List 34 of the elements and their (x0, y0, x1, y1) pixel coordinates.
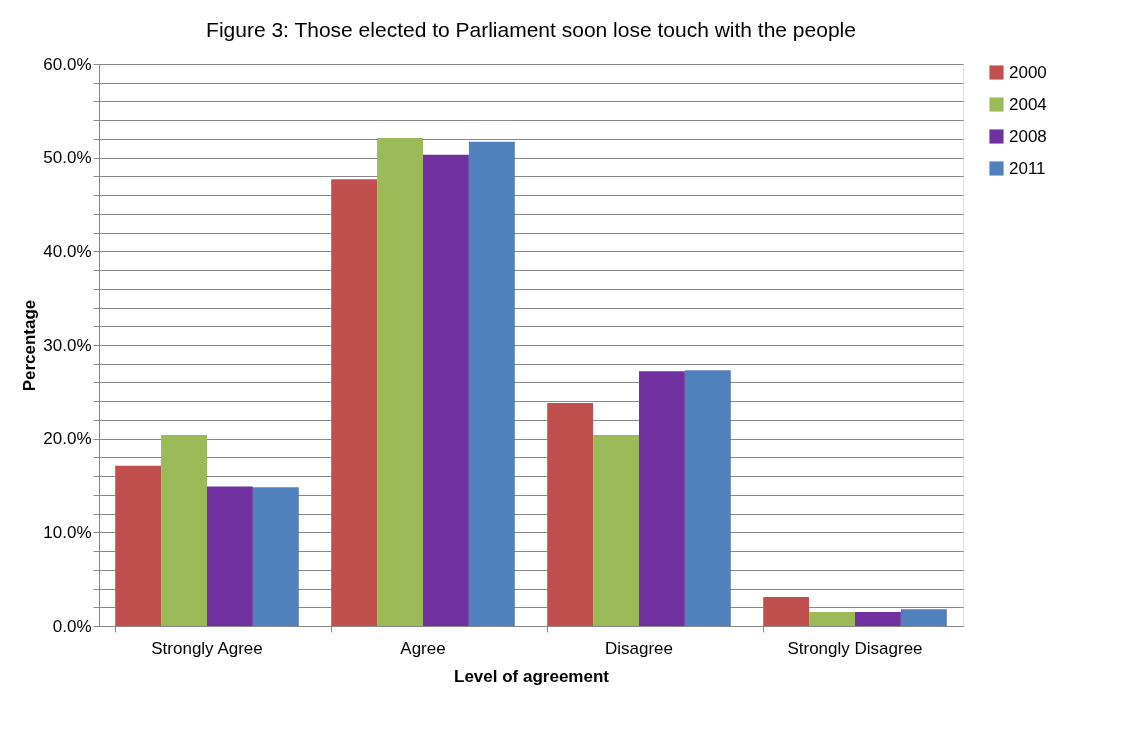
bar (468, 141, 515, 626)
y-tick-label: 20.0% (43, 429, 92, 449)
y-tick-label: 30.0% (43, 335, 92, 355)
legend-label: 2008 (1009, 126, 1047, 146)
legend-label: 2000 (1009, 62, 1047, 82)
bar (684, 370, 731, 626)
legend-label: 2004 (1009, 94, 1047, 114)
y-tick-label: 40.0% (43, 241, 92, 261)
x-tick-label: Strongly Agree (151, 638, 263, 658)
y-tick-label: 60.0% (43, 54, 92, 74)
bar (547, 403, 594, 626)
bar (763, 596, 810, 626)
bar (855, 611, 901, 626)
x-tick-label: Agree (400, 638, 446, 658)
chart-title: Figure 3: Those elected to Parliament soon lose touch with the people (206, 18, 856, 41)
bar (161, 434, 207, 626)
x-axis-title: Level of agreement (454, 666, 610, 686)
y-tick-label: 50.0% (43, 148, 92, 168)
legend-label: 2011 (1009, 158, 1046, 178)
y-tick-label: 0.0% (52, 616, 92, 636)
y-tick-label: 10.0% (43, 522, 92, 542)
bar (115, 465, 162, 626)
bar (252, 487, 299, 626)
bar (593, 434, 639, 626)
y-axis-title: Percentage (20, 299, 40, 392)
bar (207, 486, 253, 626)
bar (423, 154, 469, 626)
bar (377, 138, 423, 626)
bar (331, 179, 378, 626)
bar (639, 371, 685, 626)
bar (900, 609, 947, 626)
x-tick-label: Strongly Disagree (787, 638, 923, 658)
x-tick-label: Disagree (604, 638, 674, 658)
bar (809, 611, 855, 626)
